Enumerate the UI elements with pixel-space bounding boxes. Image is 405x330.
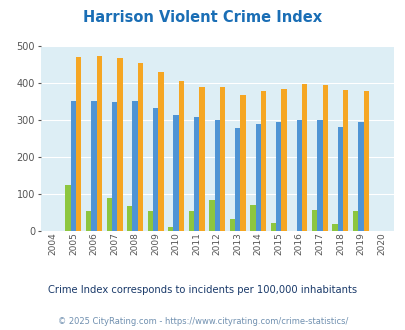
Bar [234,128,240,231]
Bar [363,90,368,231]
Bar [117,58,122,231]
Bar [65,185,70,231]
Bar [96,56,102,231]
Bar [337,127,342,231]
Bar [132,101,137,231]
Bar [311,210,316,231]
Bar [275,122,281,231]
Bar [70,101,76,231]
Bar [214,120,220,231]
Bar [260,91,266,231]
Bar [127,206,132,231]
Text: Harrison Violent Crime Index: Harrison Violent Crime Index [83,10,322,25]
Bar [322,85,327,231]
Bar [147,211,153,231]
Bar [137,63,143,231]
Bar [178,81,184,231]
Bar [209,200,214,231]
Bar [168,227,173,231]
Bar [255,124,260,231]
Bar [199,87,204,231]
Bar [249,205,255,231]
Text: Crime Index corresponds to incidents per 100,000 inhabitants: Crime Index corresponds to incidents per… [48,285,357,295]
Bar [342,90,347,231]
Bar [112,102,117,231]
Bar [194,117,199,231]
Bar [240,95,245,231]
Bar [316,120,322,231]
Bar [270,223,275,231]
Bar [301,83,307,231]
Bar [173,115,178,231]
Bar [220,87,225,231]
Bar [91,101,96,231]
Text: © 2025 CityRating.com - https://www.cityrating.com/crime-statistics/: © 2025 CityRating.com - https://www.city… [58,317,347,326]
Bar [106,198,112,231]
Bar [296,120,301,231]
Bar [153,108,158,231]
Bar [281,89,286,231]
Bar [332,224,337,231]
Bar [188,211,194,231]
Bar [357,122,363,231]
Bar [352,211,357,231]
Bar [158,72,163,231]
Bar [86,211,91,231]
Bar [229,219,234,231]
Bar [76,57,81,231]
